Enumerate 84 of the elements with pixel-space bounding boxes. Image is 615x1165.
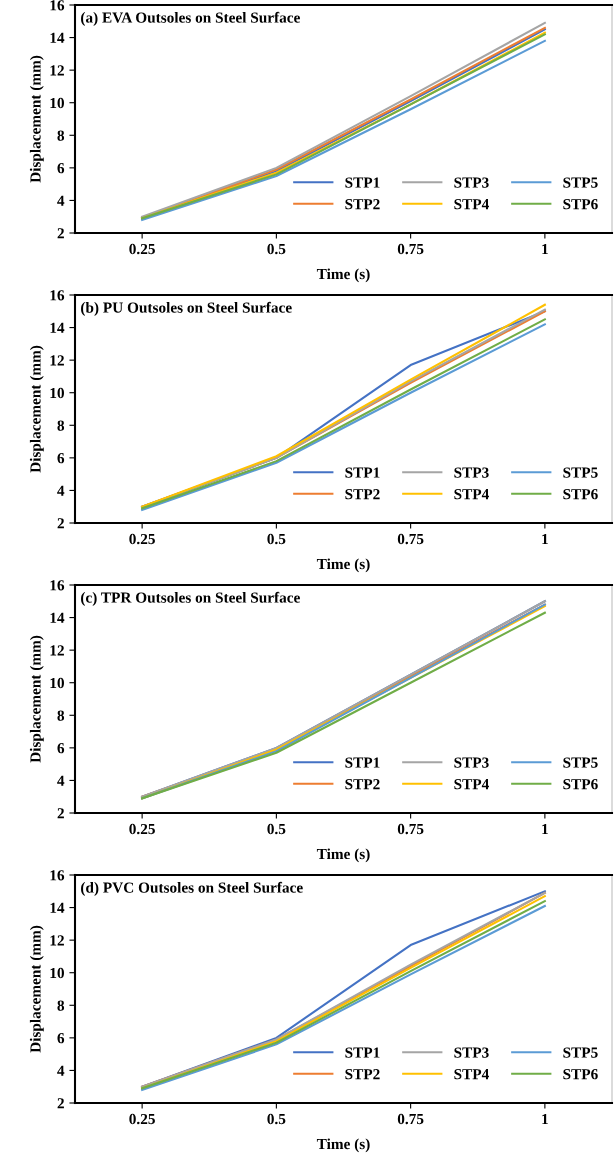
x-tick-label: 0.5: [267, 1113, 286, 1125]
legend-label: STP5: [563, 1047, 598, 1058]
y-tick-label: 8: [57, 130, 65, 141]
x-tick-label: 0.25: [129, 823, 155, 835]
x-tick-label: 0.5: [267, 243, 286, 255]
y-tick-label: 16: [50, 290, 65, 301]
x-tick-label: 0.75: [397, 823, 424, 835]
y-tick-label: 8: [57, 420, 65, 431]
y-tick-label: 12: [50, 935, 64, 946]
legend-label: STP4: [454, 1069, 489, 1080]
x-tick-label: 0.75: [397, 243, 424, 255]
legend-label: STP2: [345, 1069, 380, 1080]
y-tick-label: 4: [57, 195, 65, 206]
legend-label: STP3: [454, 1047, 489, 1058]
x-tick-label: 0.25: [129, 243, 155, 255]
y-tick-label: 4: [57, 485, 65, 496]
y-tick-label: 10: [50, 387, 64, 399]
y-tick-label: 16: [50, 0, 65, 11]
legend-label: STP6: [563, 489, 598, 500]
y-tick-label: 14: [50, 612, 65, 623]
chart-title: (a) EVA Outsoles on Steel Surface: [81, 11, 300, 26]
y-tick-label: 2: [57, 1098, 64, 1109]
x-tick-label: 1: [542, 243, 548, 255]
y-tick-label: 2: [57, 518, 64, 529]
legend-label: STP4: [454, 489, 489, 500]
y-tick-label: 6: [57, 1033, 65, 1044]
legend-label: STP3: [454, 757, 489, 768]
y-tick-label: 2: [57, 228, 64, 239]
y-tick-label: 2: [57, 808, 64, 819]
y-tick-label: 10: [50, 967, 64, 979]
y-tick-label: 12: [50, 645, 64, 656]
legend-label: STP2: [345, 199, 380, 210]
y-axis-title: Displacement (mm): [29, 635, 44, 763]
legend-label: STP4: [454, 199, 489, 210]
legend-label: STP6: [563, 199, 598, 210]
y-tick-label: 8: [57, 1000, 65, 1011]
chart-title: (b) PU Outsoles on Steel Surface: [81, 301, 292, 316]
legend-label: STP1: [345, 1047, 380, 1058]
y-tick-label: 8: [57, 710, 65, 721]
y-tick-label: 14: [50, 32, 65, 43]
y-axis-title: Displacement (mm): [29, 925, 44, 1053]
legend-label: STP4: [454, 779, 489, 790]
y-tick-label: 16: [50, 580, 65, 591]
y-tick-label: 6: [57, 453, 65, 464]
x-tick-label: 1: [542, 823, 548, 835]
legend-label: STP3: [454, 467, 489, 478]
legend-label: STP1: [345, 757, 380, 768]
x-tick-label: 0.25: [129, 1113, 155, 1125]
y-tick-label: 4: [57, 1065, 65, 1076]
x-axis-title: Time (s): [316, 1138, 370, 1153]
x-tick-label: 0.75: [397, 1113, 424, 1125]
y-tick-label: 10: [50, 677, 64, 689]
y-axis-title: Displacement (mm): [29, 345, 44, 473]
legend-label: STP2: [345, 489, 380, 500]
x-tick-label: 0.25: [129, 533, 155, 545]
y-tick-label: 14: [50, 322, 65, 333]
y-tick-label: 10: [50, 97, 64, 109]
y-tick-label: 6: [57, 163, 65, 174]
x-tick-label: 1: [542, 1113, 548, 1125]
x-axis-title: Time (s): [316, 558, 370, 573]
y-tick-label: 12: [50, 355, 64, 366]
y-tick-label: 6: [57, 743, 65, 754]
x-tick-label: 0.75: [397, 533, 424, 545]
y-tick-label: 14: [50, 902, 65, 913]
chart-title: (c) TPR Outsoles on Steel Surface: [81, 591, 300, 606]
x-tick-label: 1: [542, 533, 548, 545]
y-axis-title: Displacement (mm): [29, 55, 44, 183]
legend-label: STP6: [563, 779, 598, 790]
legend-label: STP6: [563, 1069, 598, 1080]
legend-label: STP3: [454, 177, 489, 188]
x-axis-title: Time (s): [316, 848, 370, 863]
legend-label: STP5: [563, 467, 598, 478]
legend-label: STP1: [345, 177, 380, 188]
x-axis-title: Time (s): [316, 268, 370, 283]
legend-label: STP5: [563, 757, 598, 768]
y-tick-label: 12: [50, 65, 64, 76]
legend-label: STP5: [563, 177, 598, 188]
y-tick-label: 16: [50, 870, 65, 881]
x-tick-label: 0.5: [267, 823, 286, 835]
chart-title: (d) PVC Outsoles on Steel Surface: [81, 881, 303, 896]
legend-label: STP1: [345, 467, 380, 478]
x-tick-label: 0.5: [267, 533, 286, 545]
legend-label: STP2: [345, 779, 380, 790]
y-tick-label: 4: [57, 775, 65, 786]
